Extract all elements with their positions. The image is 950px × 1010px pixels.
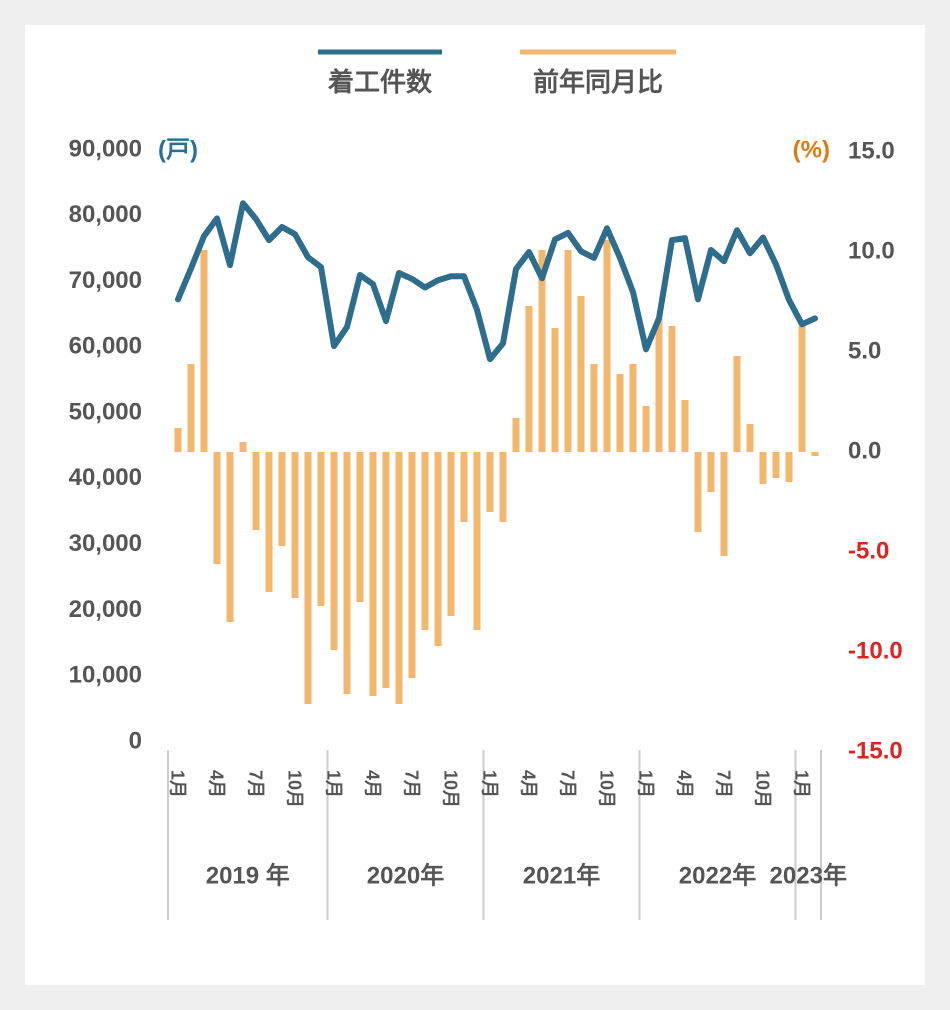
x-tick-label: 7月 (713, 770, 733, 798)
bar (577, 296, 585, 452)
bar (616, 374, 624, 452)
bar (408, 452, 416, 678)
bar (447, 452, 455, 616)
year-label: 2021年 (523, 861, 600, 889)
bar (434, 452, 442, 646)
bar (746, 424, 754, 452)
bar (200, 250, 208, 452)
x-tick-label: 7月 (401, 770, 421, 798)
bar (174, 428, 182, 452)
bar (772, 452, 780, 478)
bar (564, 250, 572, 452)
x-tick-label: 7月 (245, 770, 265, 798)
y2-tick-label: -10.0 (848, 637, 903, 664)
y-tick-label: 80,000 (69, 201, 142, 228)
bar (239, 442, 247, 452)
bar (538, 250, 546, 452)
bar (356, 452, 364, 602)
bar (278, 452, 286, 546)
y2-tick-label: 15.0 (848, 137, 895, 164)
x-tick-label: 1月 (791, 770, 811, 798)
legend-label: 着工件数 (327, 67, 433, 97)
y-tick-label: 40,000 (69, 464, 142, 491)
x-tick-label: 10月 (752, 770, 772, 808)
bar (681, 400, 689, 452)
legend-label: 前年同月比 (533, 67, 663, 97)
bar (213, 452, 221, 564)
x-tick-label: 10月 (596, 770, 616, 808)
bar (460, 452, 468, 522)
bar (291, 452, 299, 598)
y-tick-label: 50,000 (69, 398, 142, 425)
x-tick-label: 1月 (323, 770, 343, 798)
x-tick-label: 1月 (635, 770, 655, 798)
bar (421, 452, 429, 630)
x-tick-label: 4月 (206, 770, 226, 798)
bar (811, 452, 819, 456)
y-tick-label: 0 (129, 727, 142, 754)
x-tick-label: 10月 (440, 770, 460, 808)
x-tick-label: 1月 (479, 770, 499, 798)
bar (512, 418, 520, 452)
bar (473, 452, 481, 630)
x-tick-label: 10月 (284, 770, 304, 808)
bar (642, 406, 650, 452)
bar (694, 452, 702, 532)
line (175, 200, 818, 363)
y-axis-label: (戸) (158, 136, 198, 163)
bar (486, 452, 494, 512)
bar (668, 326, 676, 452)
bar (499, 452, 507, 522)
bar (395, 452, 403, 704)
bar (343, 452, 351, 694)
y-tick-label: 30,000 (69, 530, 142, 557)
y2-tick-label: 10.0 (848, 237, 895, 264)
x-tick-label: 4月 (518, 770, 538, 798)
bar (382, 452, 390, 688)
bar (187, 364, 195, 452)
x-tick-label: 7月 (557, 770, 577, 798)
bar (798, 326, 806, 452)
bar (304, 452, 312, 704)
bar (603, 240, 611, 452)
bar (733, 356, 741, 452)
y-tick-label: 90,000 (69, 135, 142, 162)
year-label: 2020年 (367, 861, 444, 889)
y-tick-label: 20,000 (69, 596, 142, 623)
bar (226, 452, 234, 622)
bar (720, 452, 728, 556)
bar (785, 452, 793, 482)
x-tick-label: 1月 (167, 770, 187, 798)
y2-tick-label: -5.0 (848, 537, 889, 564)
y2-axis-label: (%) (793, 136, 830, 163)
y-tick-label: 10,000 (69, 662, 142, 689)
y2-tick-label: 0.0 (848, 437, 881, 464)
bar (551, 328, 559, 452)
bar (629, 364, 637, 452)
bar (369, 452, 377, 696)
year-label: 2019 年 (206, 861, 290, 889)
bar (525, 306, 533, 452)
y2-tick-label: -15.0 (848, 737, 903, 764)
year-label: 2022年 (679, 861, 756, 889)
y2-tick-label: 5.0 (848, 337, 881, 364)
bar (265, 452, 273, 592)
bar (707, 452, 715, 492)
y-tick-label: 70,000 (69, 267, 142, 294)
bar (655, 318, 663, 452)
bar (330, 452, 338, 650)
bar (252, 452, 260, 530)
year-label: 2023年 (770, 861, 847, 889)
x-tick-label: 4月 (362, 770, 382, 798)
x-tick-label: 4月 (674, 770, 694, 798)
bar (317, 452, 325, 606)
bar (759, 452, 767, 484)
y-tick-label: 60,000 (69, 333, 142, 360)
bar (590, 364, 598, 452)
